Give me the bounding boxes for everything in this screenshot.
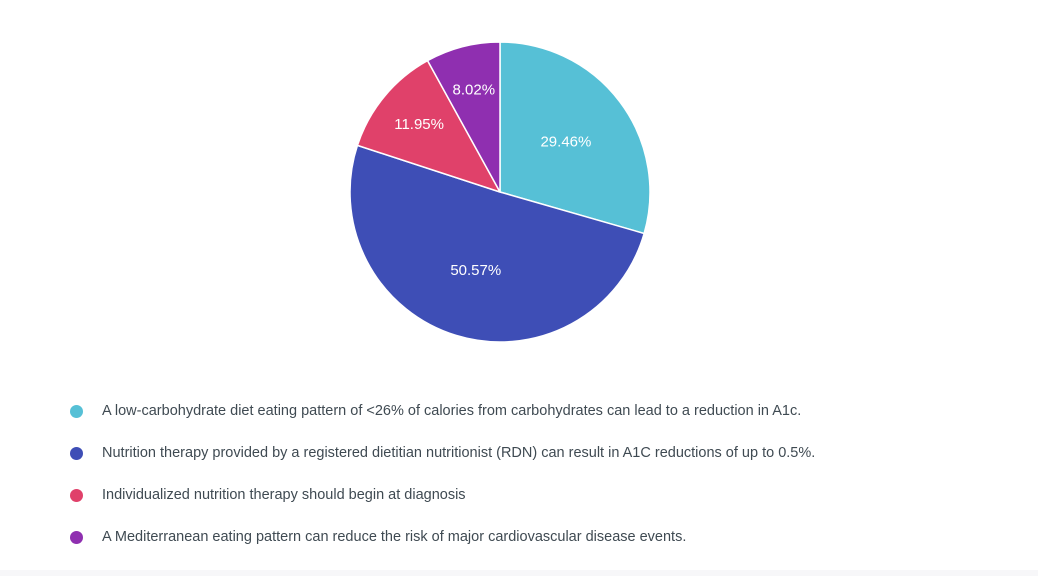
legend-dot-icon — [70, 404, 83, 418]
legend-label: Nutrition therapy provided by a register… — [102, 445, 816, 461]
legend-dot-icon — [70, 530, 83, 544]
slice-label-individualized: 11.95% — [394, 116, 444, 133]
legend-dot-icon — [70, 488, 83, 502]
chart-legend: A low-carbohydrate diet eating pattern o… — [70, 390, 1010, 558]
bottom-divider — [0, 570, 1038, 576]
legend-label: A low-carbohydrate diet eating pattern o… — [102, 403, 802, 419]
slice-label-low-carb: 29.46% — [540, 133, 591, 150]
pie-slice-mediterranean[interactable] — [426, 41, 501, 193]
pie-chart: 29.46% 50.57% 11.95% 8.02% — [349, 41, 651, 343]
pie-chart-svg: 29.46% 50.57% 11.95% 8.02% — [349, 41, 651, 343]
slice-label-mediterranean: 8.02% — [453, 81, 496, 98]
legend-item-rdn-therapy[interactable]: Nutrition therapy provided by a register… — [70, 432, 1010, 474]
legend-item-mediterranean[interactable]: A Mediterranean eating pattern can reduc… — [70, 516, 1010, 558]
slice-label-rdn-therapy: 50.57% — [450, 262, 501, 279]
pie-slice-rdn-therapy[interactable] — [349, 144, 646, 343]
legend-dot-icon — [70, 446, 83, 460]
legend-item-low-carb[interactable]: A low-carbohydrate diet eating pattern o… — [70, 390, 1010, 432]
legend-item-individualized[interactable]: Individualized nutrition therapy should … — [70, 474, 1010, 516]
pie-slice-low-carb[interactable] — [499, 41, 651, 235]
legend-label: A Mediterranean eating pattern can reduc… — [102, 529, 687, 545]
pie-slice-individualized[interactable] — [356, 59, 502, 194]
legend-label: Individualized nutrition therapy should … — [102, 487, 466, 503]
